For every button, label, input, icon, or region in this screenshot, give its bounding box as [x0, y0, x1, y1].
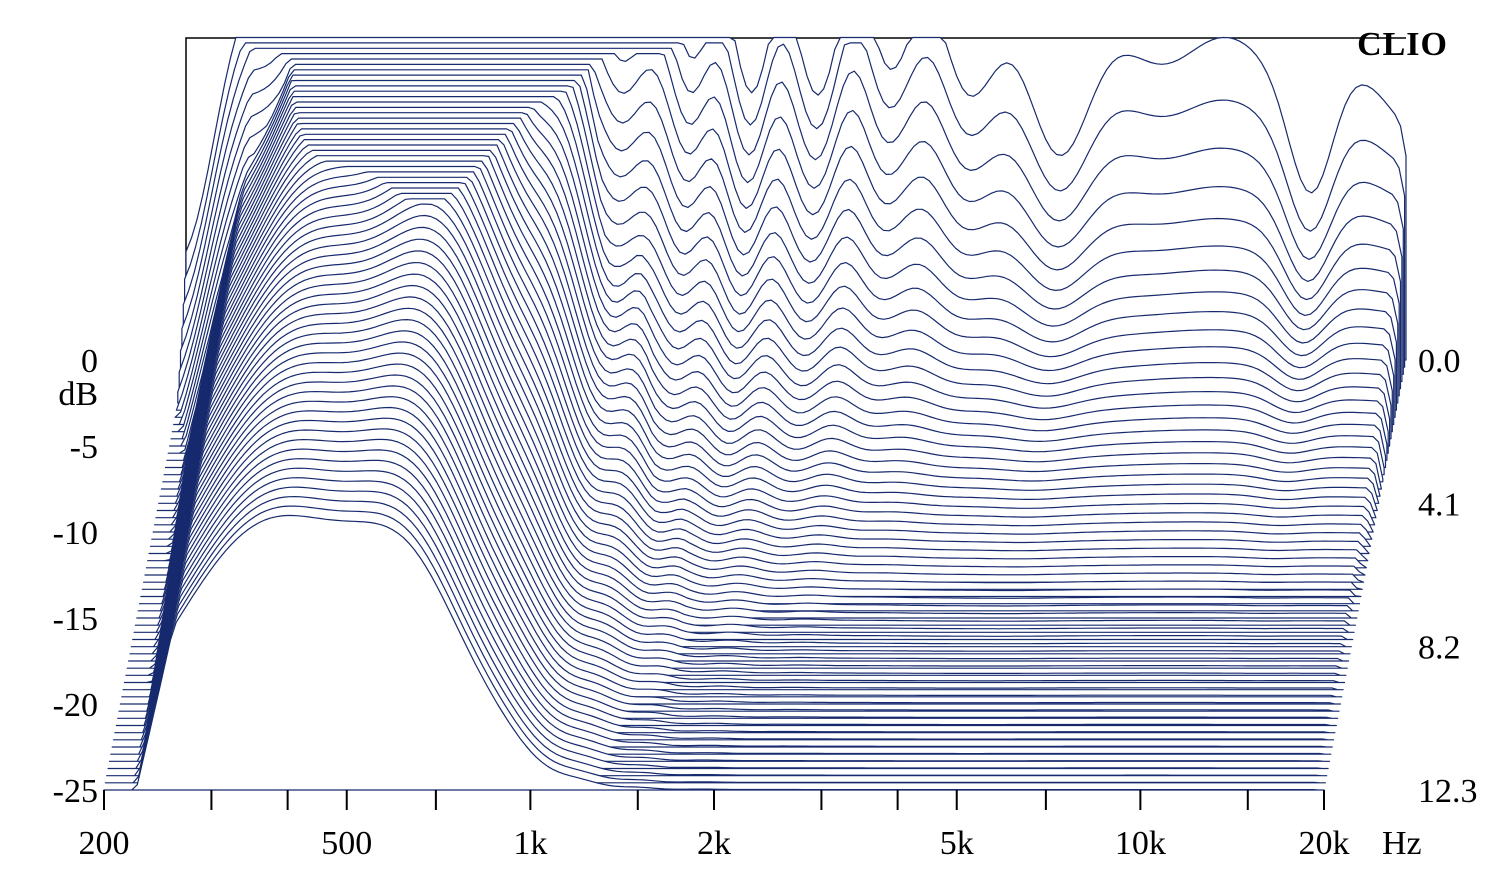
plot-svg: 200 500 1k 2k 5k 10k 20k Hz 0 -5 -10 -15 -20 -25 dB 0.0…: [0, 0, 1500, 882]
svg-text:-20: -20: [53, 687, 98, 724]
svg-text:12.3: 12.3: [1418, 773, 1478, 810]
svg-text:-15: -15: [53, 601, 98, 638]
svg-text:1k: 1k: [513, 825, 547, 862]
svg-text:10k: 10k: [1115, 825, 1166, 862]
waterfall-slices: [104, 38, 1406, 791]
svg-text:-5: -5: [70, 429, 98, 466]
svg-text:500: 500: [321, 825, 372, 862]
svg-text:5k: 5k: [940, 825, 974, 862]
svg-text:-25: -25: [53, 773, 98, 810]
svg-text:2k: 2k: [697, 825, 731, 862]
svg-text:0: 0: [81, 343, 98, 380]
x-axis: 200 500 1k 2k 5k 10k 20k Hz: [79, 790, 1422, 862]
waterfall-plot: 200 500 1k 2k 5k 10k 20k Hz 0 -5 -10 -15 -20 -25 dB 0.0…: [0, 0, 1500, 882]
svg-text:Hz: Hz: [1382, 825, 1422, 862]
svg-text:8.2: 8.2: [1418, 630, 1461, 667]
svg-text:4.1: 4.1: [1418, 486, 1461, 523]
svg-text:200: 200: [79, 825, 130, 862]
y-axis: 0 -5 -10 -15 -20 -25 dB: [53, 343, 98, 810]
z-axis: 0.04.18.212.3ms: [1418, 343, 1500, 810]
svg-text:0.0: 0.0: [1418, 343, 1461, 380]
svg-text:dB: dB: [58, 376, 98, 413]
svg-text:20k: 20k: [1299, 825, 1350, 862]
svg-text:-10: -10: [53, 515, 98, 552]
brand-label: CLIO: [1357, 26, 1448, 64]
